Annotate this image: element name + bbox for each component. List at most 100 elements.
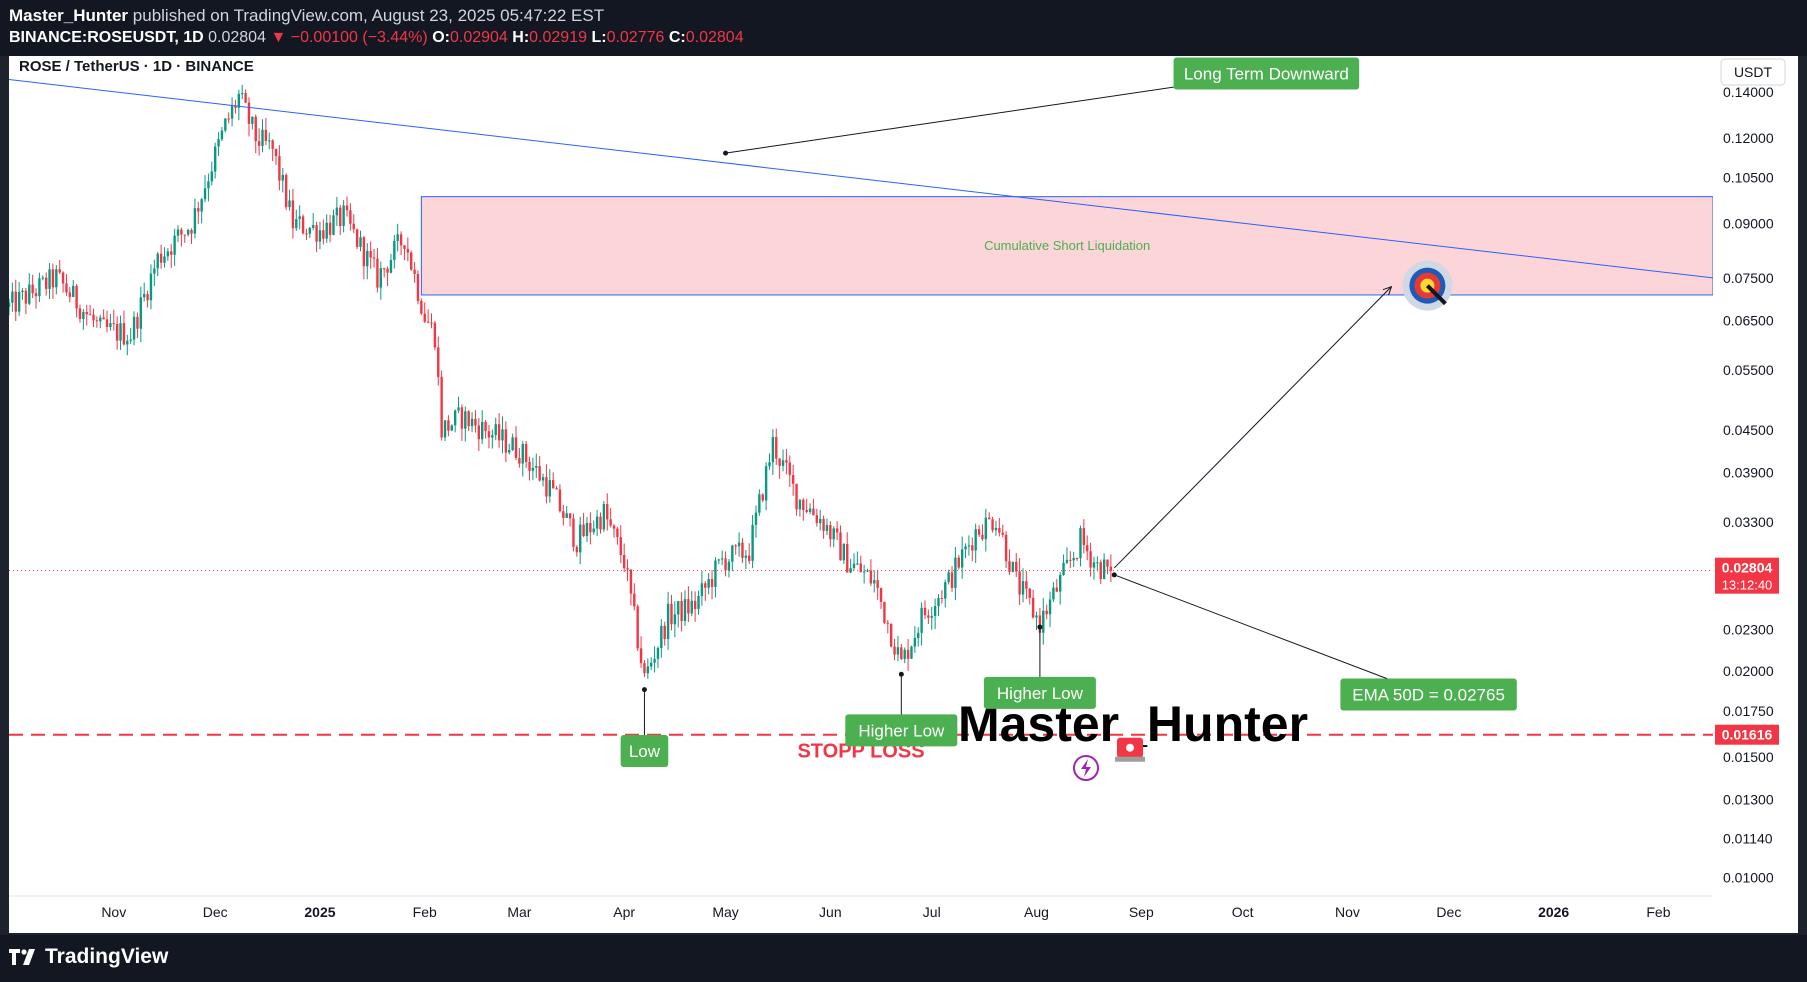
candle [947,569,950,585]
candle [927,609,930,625]
candle [268,132,271,150]
candle [163,247,166,268]
candle [1065,547,1069,565]
candle-body [595,516,599,529]
annotation-callout[interactable]: Low [620,687,669,767]
candle-body [636,606,639,649]
candle [170,244,173,268]
candle [112,309,115,331]
candle-body [558,489,562,512]
candle [379,261,382,300]
candle [366,243,369,280]
candle-body [967,545,971,547]
candle [879,587,883,610]
candle [416,270,420,305]
candle [352,214,355,234]
candle-body [849,568,852,573]
candle [551,472,555,489]
candle [298,205,301,230]
candle-body [927,615,930,618]
annotation-callout[interactable]: Higher Low [983,624,1096,709]
candle [82,309,85,330]
candle-body [795,483,798,510]
candle [403,245,406,261]
candle [389,254,393,274]
candle-body [1072,557,1075,561]
candle-body [501,429,504,441]
candle-body [1065,559,1069,563]
candle [744,549,748,570]
candle-body [453,410,457,426]
candle [562,504,565,526]
author-name[interactable]: Master_Hunter [9,6,129,25]
lightning-icon[interactable] [1073,755,1099,781]
chart-panel[interactable]: Cumulative Short Liquidation Master_Hunt… [9,56,1798,933]
candle [910,645,913,660]
tradingview-logo-icon [9,949,35,965]
candle [930,607,933,630]
time-tick-label: Dec [203,904,228,920]
candle [710,570,714,600]
candle-body [639,648,643,664]
candle [737,532,741,557]
candle-body [737,542,741,547]
price-chart[interactable]: Cumulative Short Liquidation Master_Hunt… [9,56,1798,933]
candle [1062,554,1065,576]
candle-body [551,480,555,489]
candle [984,508,988,552]
candle-body [284,174,288,208]
callout-anchor [723,150,729,156]
annotation-callout[interactable]: Higher Low [845,671,958,747]
candle [764,462,768,511]
candle [579,516,582,565]
candle-body [1096,562,1099,564]
price-tick-label: 0.12000 [1723,130,1774,146]
high-label: H: [512,29,530,46]
candle [595,510,599,537]
annotation-callout[interactable]: EMA 50D = 0.02765 [1111,572,1517,711]
candle [731,544,734,572]
candle-body [960,549,964,568]
candle [220,126,224,142]
candle-body [910,646,913,659]
candle [771,429,775,475]
candle [207,173,210,202]
candle-body [748,555,751,561]
candle-body [690,600,693,614]
candle [1045,604,1048,620]
candle-body [146,294,149,301]
candle [17,282,21,317]
candle [51,263,55,299]
lightning-bolt-icon [1081,759,1091,777]
candle [704,581,707,601]
candle [748,543,751,565]
candle [846,532,849,573]
time-tick-label: Feb [413,904,437,920]
candle-body [278,156,281,181]
candle [386,266,389,287]
candle [21,288,24,300]
time-tick-label: 2025 [304,904,335,920]
time-tick-label: Apr [613,904,635,920]
candle-body [312,225,315,228]
currency-button[interactable]: USDT [1720,58,1786,86]
candle-body [423,313,426,322]
candle-body [497,424,501,441]
candle-body [227,118,230,120]
candle-body [835,528,839,533]
candle-body [548,480,551,497]
candle [126,334,129,356]
candle-body [646,666,650,674]
candle-body [335,207,339,216]
candle-body [369,251,372,258]
candle [829,521,832,548]
candle-body [1106,559,1109,567]
candle [839,525,842,561]
candle [271,139,274,162]
candle [1025,571,1028,600]
annotation-callout[interactable]: Long Term Downward [723,57,1360,156]
tradingview-logo[interactable]: TradingView [9,945,168,969]
candle-body [362,237,366,267]
callout-box [845,714,958,747]
candle-body [41,277,44,279]
